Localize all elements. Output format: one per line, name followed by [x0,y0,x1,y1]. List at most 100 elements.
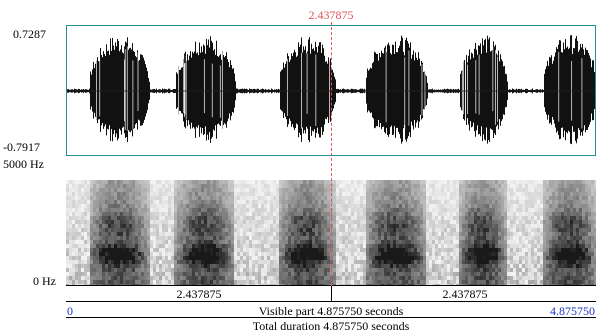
spectrogram-cell [198,260,202,265]
spectrogram-cell [345,216,349,221]
spectrogram-cell [402,272,406,277]
spectrogram-cell [552,216,556,221]
spectrogram-cell [306,232,310,237]
spectrogram-cell [501,244,505,249]
spectrogram-cell [477,212,481,217]
spectrogram-cell [438,240,442,245]
right-segment-duration[interactable]: 2.437875 [442,287,488,301]
spectrogram-cell [207,240,211,245]
spectrogram-cell [432,208,436,213]
spectrogram-cell [471,232,475,237]
spectrogram-cell [420,248,424,253]
spectrogram-cell [240,252,244,257]
spectrogram-cell [183,256,187,261]
spectrogram-cell [240,272,244,277]
spectrogram-cell [240,220,244,225]
spectrogram-cell [180,220,184,225]
spectrogram-cell [456,252,460,257]
spectrogram-cell [510,240,514,245]
spectrogram-cell [576,276,580,281]
spectrogram-cell [78,276,82,281]
spectrogram-cell [222,232,226,237]
spectrogram-cell [495,252,499,257]
spectrogram-cell [585,200,589,205]
spectrogram-cell [255,268,259,273]
spectrogram-cell [195,252,199,257]
spectrogram-cell [267,280,271,285]
spectrogram-cell [273,244,277,249]
spectrogram-cell [495,184,499,189]
spectrogram-cell [213,280,217,285]
spectrogram-cell [288,256,292,261]
spectrogram-cell [390,236,394,241]
total-duration-bar[interactable]: Total duration 4.875750 seconds [66,319,596,333]
spectrogram-cell [534,268,538,273]
spectrogram-cell [354,212,358,217]
spectrogram-cell [207,200,211,205]
spectrogram-cell [177,216,181,221]
spectrogram-cell [405,280,409,285]
spectrogram-cell [195,244,199,249]
spectrogram-cell [576,256,580,261]
spectrogram-cell [489,248,493,253]
spectrogram-cell [432,276,436,281]
spectrogram-cell [162,216,166,221]
spectrogram-cell [135,272,139,277]
spectrogram-cell [438,188,442,193]
spectrogram-cell [372,248,376,253]
visible-part-bar[interactable]: 0 Visible part 4.875750 seconds 4.875750 [66,303,596,318]
spectrogram-cell [396,192,400,197]
spectrogram-cell [366,184,370,189]
spectrogram-cell [90,232,94,237]
spectrogram-cell [186,180,190,185]
spectrogram-cell [111,220,115,225]
spectrogram-cell [366,244,370,249]
spectrogram-cell [450,260,454,265]
spectrogram-cell [309,252,313,257]
selection-duration-bar[interactable]: 2.437875 2.437875 [66,286,596,302]
left-segment-duration[interactable]: 2.437875 [176,287,222,301]
spectrogram-cell [534,280,538,285]
spectrogram-cell [195,188,199,193]
spectrogram-cell [174,204,178,209]
spectrogram-cell [297,204,301,209]
spectrogram-cell [72,256,76,261]
spectrogram-cell [279,232,283,237]
spectrogram-cell [450,228,454,233]
spectrogram-cell [429,264,433,269]
spectrogram-cell [258,192,262,197]
spectrogram-cell [570,192,574,197]
spectrogram-cell [219,196,223,201]
spectrogram-cell [345,232,349,237]
spectrogram-cell [450,180,454,185]
spectrogram-cell [189,224,193,229]
spectrogram-cell [567,268,571,273]
spectrogram-cell [531,228,535,233]
spectrogram-cell [159,188,163,193]
spectrogram-cell [135,236,139,241]
spectrogram-cell [441,216,445,221]
spectrogram-cell [573,184,577,189]
spectrogram-cell [114,192,118,197]
spectrogram-cell [522,240,526,245]
spectrogram-cell [195,276,199,281]
spectrogram-cell [429,272,433,277]
spectrogram-cell [444,280,448,285]
spectrogram-cell [474,204,478,209]
spectrogram-cell [402,196,406,201]
spectrogram-cell [180,224,184,229]
spectrogram-cell [228,256,232,261]
spectrogram-cell [96,192,100,197]
cursor-line[interactable] [331,22,332,287]
spectrogram-cell [228,200,232,205]
spectrogram-cell [564,212,568,217]
spectrogram-cell [285,264,289,269]
spectrogram-cell [558,272,562,277]
spectrogram-cell [276,228,280,233]
spectrogram-cell [261,204,265,209]
spectrogram-cell [336,244,340,249]
spectrogram-cell [471,268,475,273]
spectrogram-cell [225,196,229,201]
spectrogram-cell [249,272,253,277]
spectrogram-cell [522,248,526,253]
